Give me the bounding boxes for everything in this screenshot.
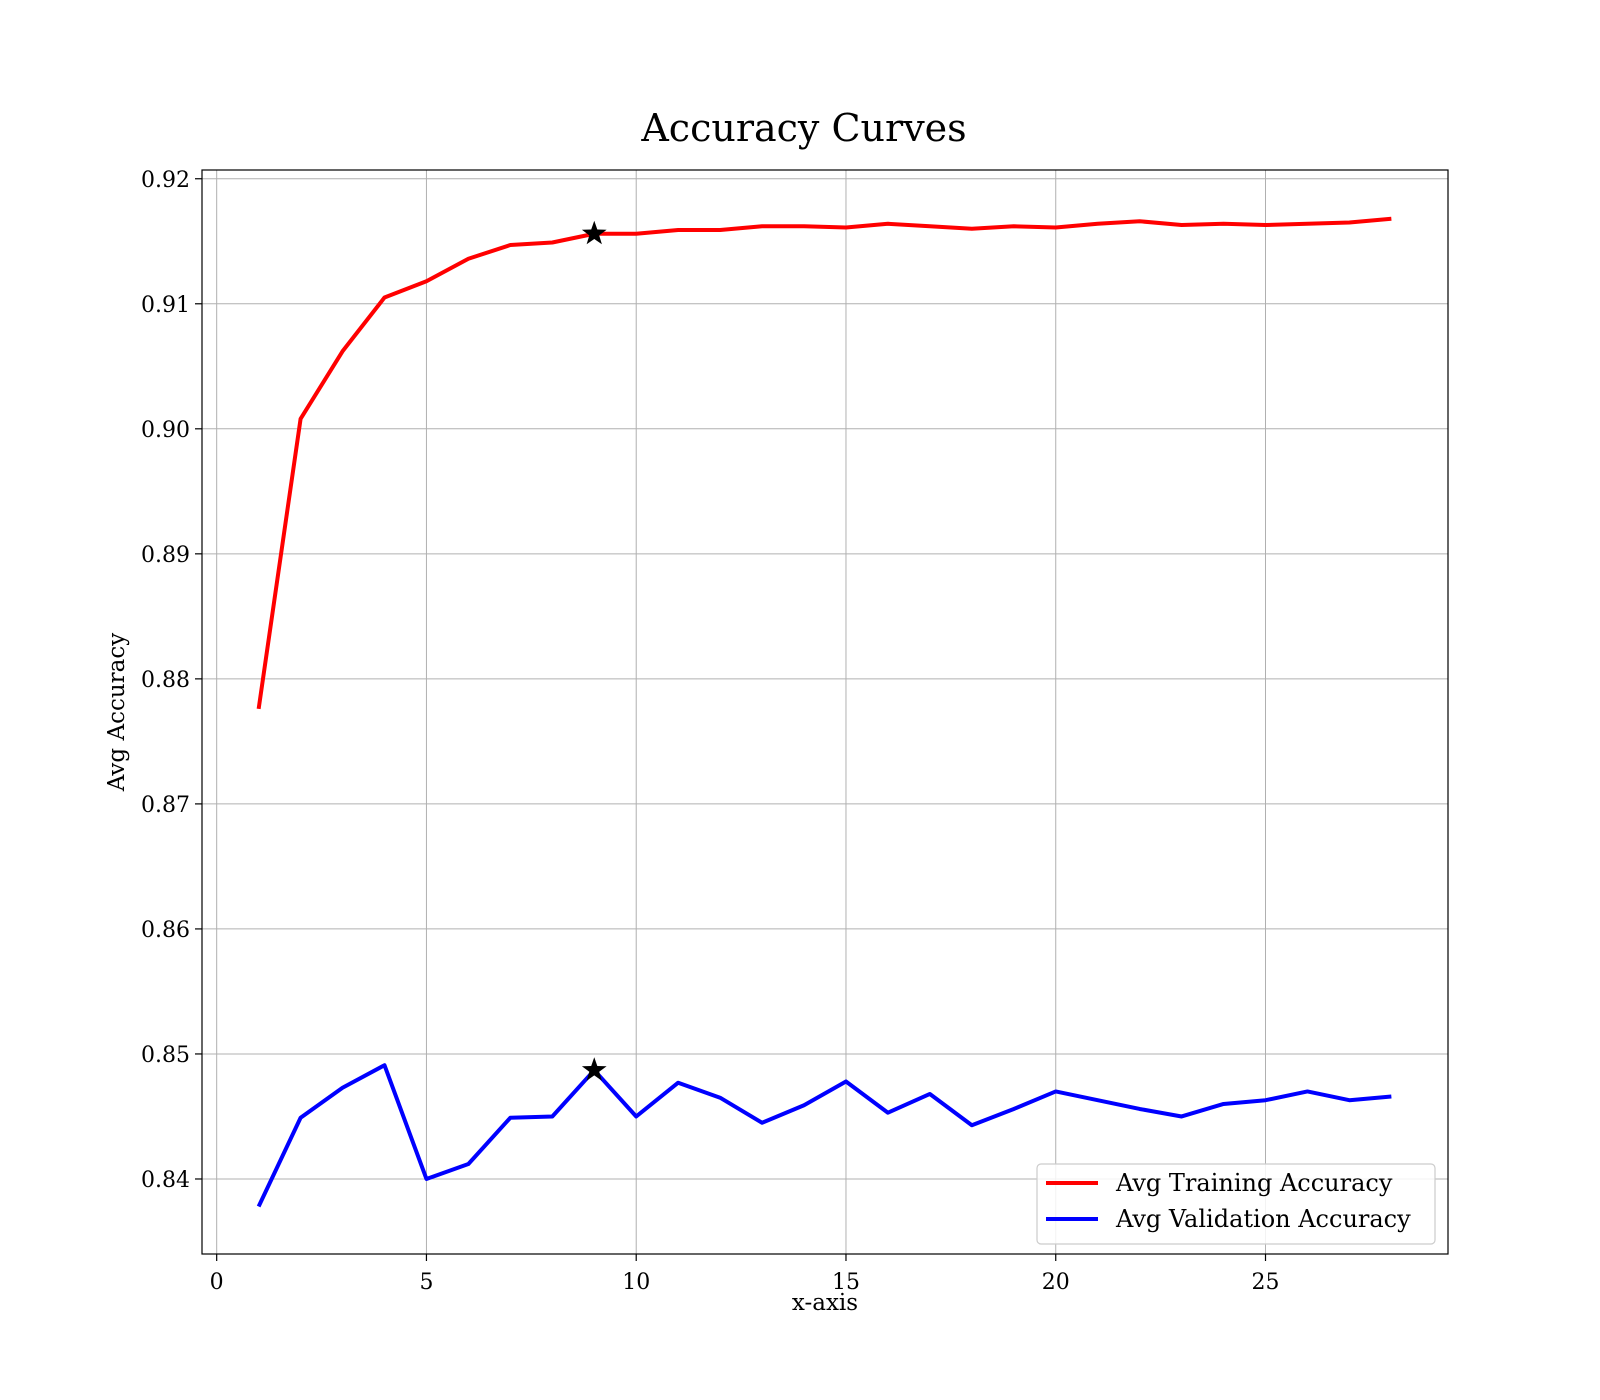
y-ticks: 0.84 0.85 0.86 0.87 0.88 0.89 0.90 0.91 0.92 xyxy=(141,168,202,1193)
series-line-validation xyxy=(256,1063,1392,1208)
best-epoch-star-marker xyxy=(581,1057,607,1081)
chart-title: Accuracy Curves xyxy=(640,106,966,150)
y-tick-label: 0.90 xyxy=(141,418,190,443)
y-tick-label: 0.86 xyxy=(141,918,190,943)
plot-frame xyxy=(201,169,1449,1255)
x-ticks: 0 5 10 15 20 25 xyxy=(210,1254,1280,1295)
y-tick-label: 0.88 xyxy=(141,668,190,693)
y-tick-label: 0.89 xyxy=(141,543,190,568)
series-layer xyxy=(256,216,1392,1208)
grid-layer xyxy=(202,170,1448,1254)
x-tick-label: 25 xyxy=(1252,1270,1280,1295)
legend: Avg Training Accuracy Avg Validation Acc… xyxy=(1036,1163,1436,1245)
x-tick-label: 20 xyxy=(1042,1270,1070,1295)
marker-layer xyxy=(581,220,607,1081)
y-tick-label: 0.87 xyxy=(141,793,190,818)
y-tick-label: 0.91 xyxy=(141,293,190,318)
x-tick-label: 5 xyxy=(419,1270,433,1295)
legend-label-validation: Avg Validation Accuracy xyxy=(1115,1205,1411,1233)
y-axis-label: Avg Accuracy xyxy=(104,633,130,792)
y-tick-label: 0.85 xyxy=(141,1043,190,1068)
x-axis-label: x-axis xyxy=(792,1290,858,1316)
x-tick-label: 15 xyxy=(832,1270,860,1295)
y-tick-label: 0.84 xyxy=(141,1168,190,1193)
legend-box xyxy=(1036,1163,1436,1245)
series-line-training xyxy=(256,216,1392,710)
legend-label-training: Avg Training Accuracy xyxy=(1115,1169,1393,1197)
y-tick-label: 0.92 xyxy=(141,168,190,193)
x-tick-label: 0 xyxy=(210,1270,224,1295)
best-epoch-star-marker xyxy=(581,220,607,245)
x-tick-label: 10 xyxy=(622,1270,650,1295)
